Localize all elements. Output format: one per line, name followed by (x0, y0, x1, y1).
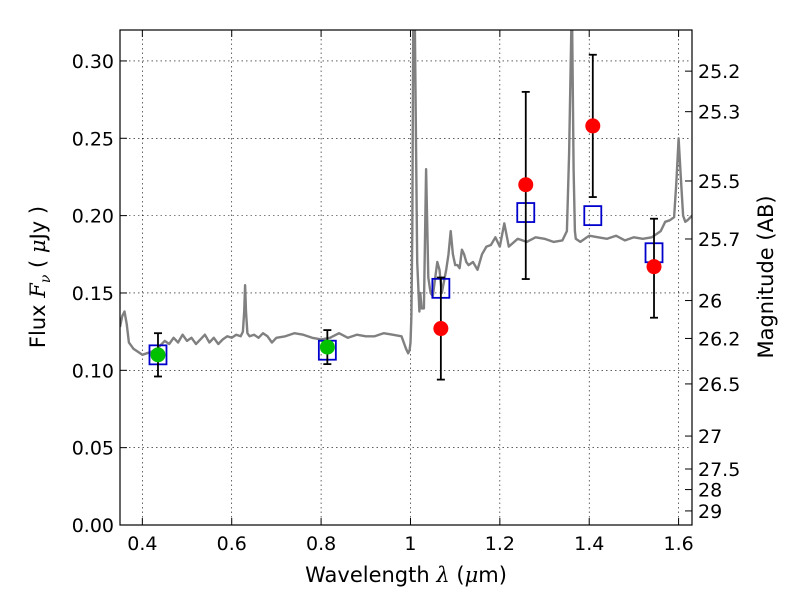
magnitude-tick-label: 25.5 (698, 171, 740, 193)
grid (120, 30, 692, 526)
magnitude-tick-label: 28 (698, 480, 722, 502)
magnitude-tick-label: 26 (698, 291, 722, 313)
ticks: 0.4 0.6 0.8 1 1.2 1.4 1.6 0.00 0.05 0.10 0.15 0.20 0… (72, 30, 740, 555)
x-tick-label: 0.8 (306, 533, 336, 555)
magnitude-tick-label: 27 (698, 426, 722, 448)
photometry-point (150, 347, 166, 363)
magnitude-tick-label: 26.2 (698, 328, 740, 350)
plot-area (120, 30, 692, 381)
magnitude-tick-label: 25.3 (698, 102, 740, 124)
y-tick-label: 0.00 (72, 515, 114, 537)
photometry-point (518, 177, 534, 193)
y-tick-label: 0.20 (72, 206, 114, 228)
right-axis-label: Magnitude (AB) (754, 195, 778, 358)
x-tick-label: 0.6 (217, 533, 247, 555)
y-tick-label: 0.15 (72, 283, 114, 305)
y-axis-label: Flux Fν ( μJy ) (26, 206, 54, 348)
y-tick-label: 0.30 (72, 51, 114, 73)
photometry-point (646, 259, 662, 275)
x-tick-label: 1.2 (485, 533, 515, 555)
y-tick-label: 0.10 (72, 360, 114, 382)
magnitude-tick-label: 26.5 (698, 374, 740, 396)
spectrum-line (120, 30, 692, 356)
y-tick-label: 0.05 (72, 438, 114, 460)
magnitude-tick-label: 25.2 (698, 61, 740, 83)
photometry-point (585, 118, 601, 134)
magnitude-tick-label: 25.7 (698, 229, 740, 251)
x-tick-label: 1.6 (663, 533, 693, 555)
photometry-point (433, 321, 449, 337)
magnitude-tick-label: 29 (698, 501, 722, 523)
x-axis-label: Wavelength λ (μm) (305, 563, 507, 587)
x-tick-label: 0.4 (127, 533, 157, 555)
model-photometry-marker (583, 205, 603, 227)
x-tick-label: 1 (404, 533, 416, 555)
axes-frame (119, 29, 693, 526)
magnitude-tick-label: 27.5 (698, 459, 740, 481)
photometry-point (319, 339, 335, 355)
x-tick-label: 1.4 (574, 533, 604, 555)
y-tick-label: 0.25 (72, 128, 114, 150)
